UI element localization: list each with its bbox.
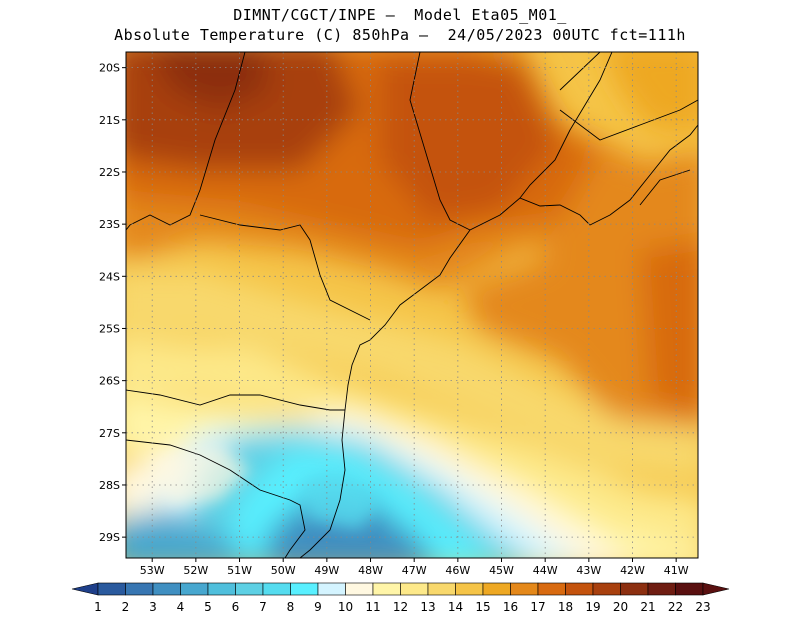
colorbar-swatch <box>345 582 374 596</box>
graticule <box>126 52 698 558</box>
lat-label: 23S <box>99 218 120 231</box>
colorbar-label: 20 <box>613 600 628 614</box>
colorbar-swatch <box>510 582 539 596</box>
colorbar-right-arrow <box>702 582 730 596</box>
lon-label: 41W <box>664 564 689 577</box>
colorbar-label: 4 <box>177 600 185 614</box>
lat-label: 22S <box>99 166 120 179</box>
colorbar-label: 12 <box>393 600 408 614</box>
colorbar-label: 10 <box>338 600 353 614</box>
colorbar-swatch <box>207 582 236 596</box>
colorbar-label: 22 <box>668 600 683 614</box>
lon-label: 46W <box>445 564 470 577</box>
colorbar-label: 15 <box>475 600 490 614</box>
lat-label: 20S <box>99 62 120 75</box>
colorbar-label: 5 <box>204 600 212 614</box>
lon-label: 50W <box>271 564 296 577</box>
colorbar-swatch <box>125 582 154 596</box>
lon-label: 43W <box>576 564 601 577</box>
colorbar-swatch <box>455 582 484 596</box>
colorbar-label: 14 <box>448 600 463 614</box>
colorbar-swatch <box>152 582 181 596</box>
coastline-and-borders <box>126 52 698 558</box>
colorbar-label: 6 <box>232 600 240 614</box>
lon-label: 47W <box>402 564 427 577</box>
lat-label: 29S <box>99 531 120 544</box>
lon-label: 49W <box>314 564 339 577</box>
colorbar-left-arrow <box>71 582 99 596</box>
colorbar-swatch <box>537 582 566 596</box>
temperature-field <box>126 52 698 558</box>
colorbar-swatch <box>372 582 401 596</box>
colorbar-swatch <box>400 582 429 596</box>
colorbar-swatch <box>620 582 649 596</box>
colorbar-label: 3 <box>149 600 157 614</box>
colorbar-label: 11 <box>365 600 380 614</box>
colorbar-swatch <box>180 582 209 596</box>
lon-label: 52W <box>183 564 208 577</box>
lat-label: 27S <box>99 427 120 440</box>
lon-label: 48W <box>358 564 383 577</box>
colorbar-label: 17 <box>530 600 545 614</box>
colorbar-swatch <box>482 582 511 596</box>
colorbar-label: 21 <box>640 600 655 614</box>
colorbar-swatch <box>262 582 291 596</box>
colorbar-label: 7 <box>259 600 267 614</box>
lat-label: 25S <box>99 322 120 335</box>
colorbar-label: 23 <box>695 600 710 614</box>
lat-label: 21S <box>99 114 120 127</box>
lon-label: 42W <box>620 564 645 577</box>
colorbar-swatch <box>290 582 319 596</box>
lat-label: 24S <box>99 270 120 283</box>
lon-label: 45W <box>489 564 514 577</box>
colorbar-swatch <box>97 582 126 596</box>
colorbar-label: 19 <box>585 600 600 614</box>
lon-label: 53W <box>140 564 165 577</box>
colorbar-label: 18 <box>558 600 573 614</box>
colorbar: 1 2 3 4 5 6 7 8 9 10 11 12 13 14 15 16 17 18 19 20 21 22 23 <box>71 582 730 614</box>
colorbar-label: 2 <box>122 600 130 614</box>
map-title-line1: DIMNT/CGCT/INPE – Model Eta05_M01_ <box>233 6 567 24</box>
colorbar-label: 9 <box>314 600 322 614</box>
colorbar-swatch <box>675 582 704 596</box>
lon-label: 44W <box>533 564 558 577</box>
colorbar-label: 16 <box>503 600 518 614</box>
colorbar-label: 1 <box>94 600 102 614</box>
colorbar-label: 8 <box>287 600 295 614</box>
colorbar-swatch <box>427 582 456 596</box>
colorbar-swatch <box>235 582 264 596</box>
lat-label: 28S <box>99 479 120 492</box>
colorbar-swatch <box>647 582 676 596</box>
lat-label: 26S <box>99 375 120 388</box>
latitude-labels: 20S 21S 22S 23S 24S 25S 26S 27S 28S 29S <box>99 62 126 544</box>
longitude-labels: 53W 52W 51W 50W 49W 48W 47W 46W 45W 44W 43W 42W 41W <box>140 558 689 577</box>
colorbar-swatch <box>592 582 621 596</box>
map-frame <box>125 51 699 559</box>
lon-label: 51W <box>227 564 252 577</box>
colorbar-swatch <box>317 582 346 596</box>
map-title-line2: Absolute Temperature (C) 850hPa – 24/05/… <box>114 26 686 44</box>
colorbar-label: 13 <box>420 600 435 614</box>
colorbar-swatch <box>565 582 594 596</box>
